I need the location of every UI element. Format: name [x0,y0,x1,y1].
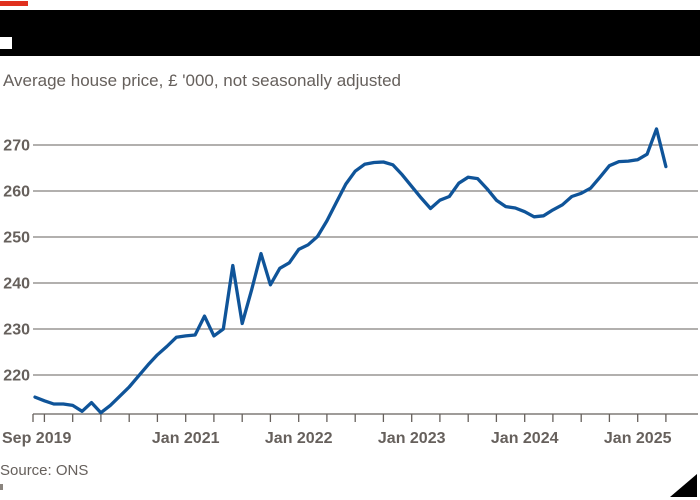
svg-text:Jan 2022: Jan 2022 [265,430,333,447]
source-label: Source: ONS [0,462,89,479]
svg-text:220: 220 [3,368,30,385]
svg-text:260: 260 [3,184,30,201]
x-axis [32,413,698,422]
svg-text:Sep 2019: Sep 2019 [2,430,71,447]
corner-triangle-mark [670,474,697,497]
band-white-notch [0,37,12,49]
svg-text:240: 240 [3,276,30,293]
svg-text:Jan 2021: Jan 2021 [152,430,220,447]
house-price-line [33,127,668,415]
svg-text:230: 230 [3,322,30,339]
svg-text:Jan 2025: Jan 2025 [604,430,672,447]
x-axis-labels: Sep 2019 Jan 2021 Jan 2022 Jan 2023 Jan 2024… [2,430,672,447]
svg-text:270: 270 [3,138,30,155]
svg-text:Jan 2024: Jan 2024 [491,430,559,447]
svg-text:Jan 2023: Jan 2023 [378,430,446,447]
gridlines [33,144,698,376]
y-axis-labels: 220 230 240 250 260 270 [3,138,30,385]
red-accent-dash [0,1,28,6]
chart-subtitle: Average house price, £ '000, not seasona… [3,71,401,90]
svg-text:250: 250 [3,230,30,247]
edge-artifact-mark [0,484,3,490]
redacted-title-band [0,10,700,56]
